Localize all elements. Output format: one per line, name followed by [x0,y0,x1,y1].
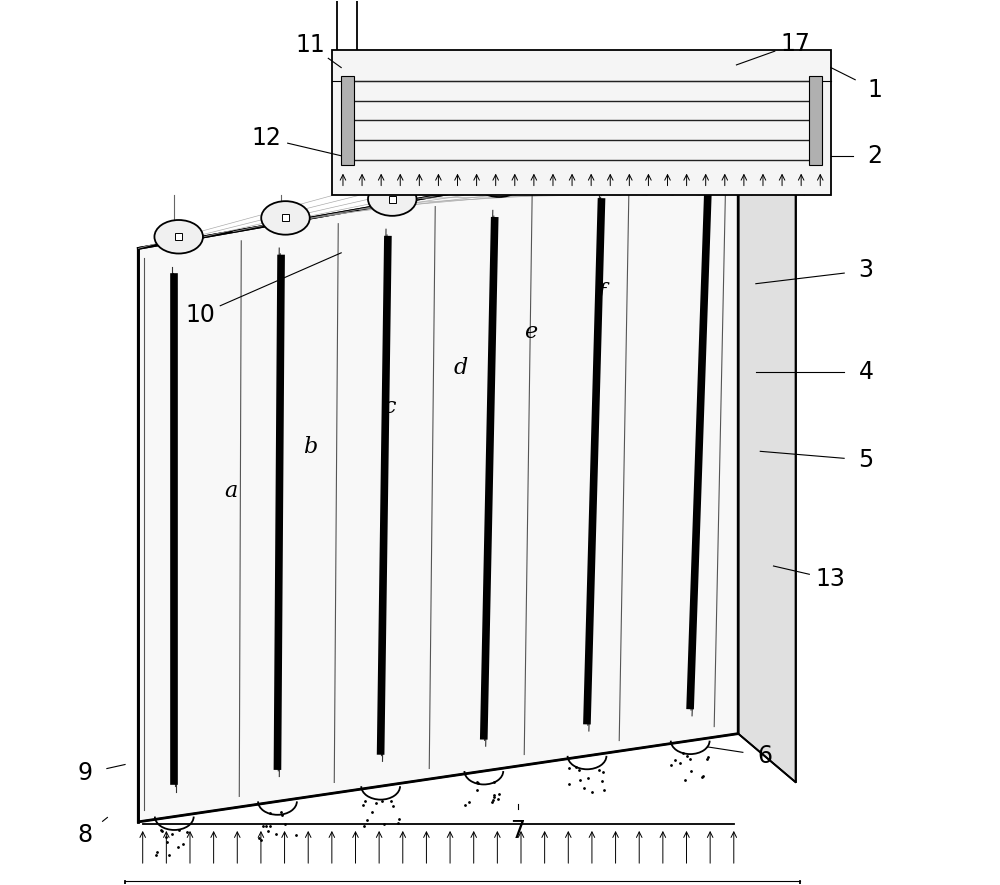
Bar [175,234,182,241]
Text: 17: 17 [781,32,810,56]
Text: 11: 11 [295,34,325,58]
Text: 9: 9 [78,761,93,785]
Bar [282,214,289,221]
Text: 3: 3 [859,258,874,282]
Text: b: b [303,436,317,458]
Text: d: d [453,357,467,379]
Text: 10: 10 [185,303,215,327]
Bar [496,177,503,184]
Text: e: e [524,321,537,343]
Ellipse shape [688,126,737,159]
Text: 6: 6 [757,743,772,767]
Text: 5: 5 [858,448,874,472]
Text: 8: 8 [78,823,93,847]
Ellipse shape [582,144,630,178]
Bar [809,76,822,165]
Text: c: c [383,396,396,419]
Text: 2: 2 [867,143,882,168]
Text: 4: 4 [859,360,874,384]
Bar [602,158,609,165]
Ellipse shape [475,164,523,197]
Ellipse shape [154,220,203,253]
Bar [389,196,396,203]
Polygon shape [138,142,738,822]
Text: a: a [224,480,238,502]
Ellipse shape [261,201,310,235]
Text: 7: 7 [510,819,525,843]
Polygon shape [738,142,796,782]
Ellipse shape [368,182,417,216]
Bar [332,50,831,196]
Text: 1: 1 [868,78,882,102]
Bar [341,76,354,165]
Text: f: f [597,281,606,304]
Text: 13: 13 [816,567,846,591]
Bar [709,139,716,146]
Text: 12: 12 [251,127,281,150]
